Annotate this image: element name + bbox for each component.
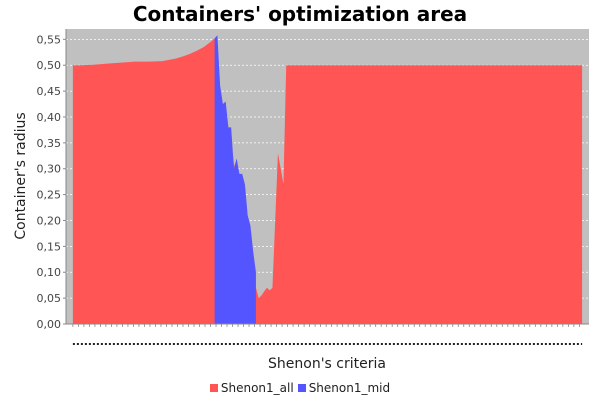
- legend-label: Shenon1_mid: [308, 381, 391, 395]
- y-tick-label: 0,10: [37, 266, 62, 279]
- y-axis-title: Container's radius: [13, 112, 29, 239]
- y-tick-label: 0,00: [37, 318, 62, 331]
- series-area-shenon1_mid: [214, 35, 256, 325]
- legend-swatch: [209, 384, 218, 392]
- legend-label: Shenon1_all: [220, 381, 294, 395]
- legend: Shenon1_all Shenon1_mid: [0, 381, 600, 395]
- y-tick-label: 0,40: [37, 111, 62, 124]
- y-tick-label: 0,50: [37, 59, 62, 72]
- y-tick-label: 0,45: [37, 85, 62, 98]
- legend-swatch: [297, 384, 306, 392]
- y-tick-label: 0,20: [37, 214, 62, 227]
- y-tick-label: 0,05: [37, 292, 62, 305]
- series-area-shenon1_all: [72, 38, 583, 324]
- y-tick-label: 0,35: [37, 137, 62, 150]
- y-tick-label: 0,30: [37, 163, 62, 176]
- axes: [65, 29, 589, 325]
- y-ticks: 0,00 0,05 0,10 0,15 0,20 0,25 0,30 0,35 0,40 0,45…: [37, 33, 66, 331]
- y-tick-label: 0,25: [37, 189, 62, 202]
- x-axis-title: Shenon's criteria: [268, 356, 386, 372]
- y-tick-label: 0,15: [37, 240, 62, 253]
- x-ticks: [72, 324, 583, 345]
- legend-item: Shenon1_mid: [297, 381, 391, 395]
- chart-title: Containers' optimization area: [132, 2, 468, 26]
- y-tick-label: 0,55: [37, 33, 62, 46]
- series-areas: [72, 35, 583, 325]
- legend-item: Shenon1_all: [209, 381, 294, 395]
